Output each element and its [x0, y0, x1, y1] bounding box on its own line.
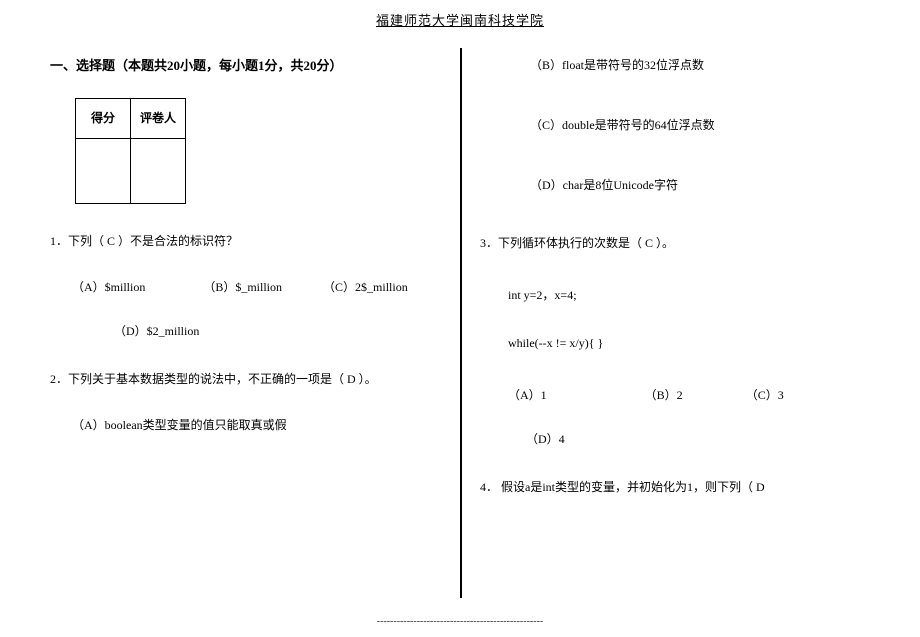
option-row: （D）4	[508, 430, 870, 448]
question-2: 2．下列关于基本数据类型的说法中，不正确的一项是（ D ）。 （A）boolea…	[50, 370, 440, 434]
option-row: （A）$million （B）$_million （C）2$_million	[72, 278, 440, 296]
question-stem: 1．下列（ C ）不是合法的标识符？	[50, 232, 440, 250]
option-c: （C）double是带符号的64位浮点数	[530, 116, 870, 134]
option-a: （A）$million	[72, 278, 145, 296]
question-options: （A）$million （B）$_million （C）2$_million （…	[50, 278, 440, 340]
question-options: （A）boolean类型变量的值只能取真或假	[50, 416, 440, 434]
question-4: 4． 假设a是int类型的变量，并初始化为1，则下列（ D	[480, 478, 870, 496]
right-column: （B）float是带符号的32位浮点数 （C）double是带符号的64位浮点数…	[480, 56, 870, 496]
page-header: 福建师范大学闽南科技学院	[0, 0, 920, 38]
question-stem: 2．下列关于基本数据类型的说法中，不正确的一项是（ D ）。	[50, 370, 440, 388]
question-stem: 3．下列循环体执行的次数是（ C ）。	[480, 234, 870, 252]
code-line: int y=2，x=4;	[508, 286, 870, 304]
option-d: （D）$2_million	[114, 324, 199, 338]
column-divider	[460, 48, 462, 598]
score-header-cell: 得分	[76, 98, 131, 138]
table-row: 得分 评卷人	[76, 98, 186, 138]
code-block: int y=2，x=4; while(--x != x/y){ }	[480, 286, 870, 352]
q2-continued: （B）float是带符号的32位浮点数 （C）double是带符号的64位浮点数…	[480, 56, 870, 194]
option-c: （C）3	[746, 386, 784, 404]
option-d: （D）4	[526, 432, 565, 446]
question-3: 3．下列循环体执行的次数是（ C ）。 int y=2，x=4; while(-…	[480, 234, 870, 448]
option-c: （C）2$_million	[323, 278, 408, 296]
left-column: 一、选择题（本题共20小题，每小题1分，共20分） 得分 评卷人 1．下列（ C…	[50, 56, 440, 464]
option-b: （B）float是带符号的32位浮点数	[530, 56, 870, 74]
option-a: （A）boolean类型变量的值只能取真或假	[72, 416, 440, 434]
table-row	[76, 138, 186, 203]
option-row: （A）1 （B）2 （C）3	[508, 386, 870, 404]
code-line: while(--x != x/y){ }	[508, 334, 870, 352]
question-1: 1．下列（ C ）不是合法的标识符？ （A）$million （B）$_mill…	[50, 232, 440, 340]
page-footer-separator: ----------------------------------------…	[0, 616, 920, 627]
page-body: 一、选择题（本题共20小题，每小题1分，共20分） 得分 评卷人 1．下列（ C…	[50, 38, 870, 598]
option-d: （D）char是8位Unicode字符	[530, 176, 870, 194]
score-value-cell	[76, 138, 131, 203]
grader-value-cell	[131, 138, 186, 203]
option-row: （D）$2_million	[72, 322, 440, 340]
institution-title: 福建师范大学闽南科技学院	[376, 13, 544, 28]
grader-header-cell: 评卷人	[131, 98, 186, 138]
question-stem: 4． 假设a是int类型的变量，并初始化为1，则下列（ D	[480, 478, 870, 496]
option-b: （B）$_million	[203, 278, 282, 296]
option-b: （B）2	[645, 386, 683, 404]
score-table: 得分 评卷人	[75, 98, 186, 204]
question-options: （A）1 （B）2 （C）3 （D）4	[480, 386, 870, 448]
option-a: （A）1	[508, 386, 547, 404]
section-heading: 一、选择题（本题共20小题，每小题1分，共20分）	[50, 56, 440, 76]
